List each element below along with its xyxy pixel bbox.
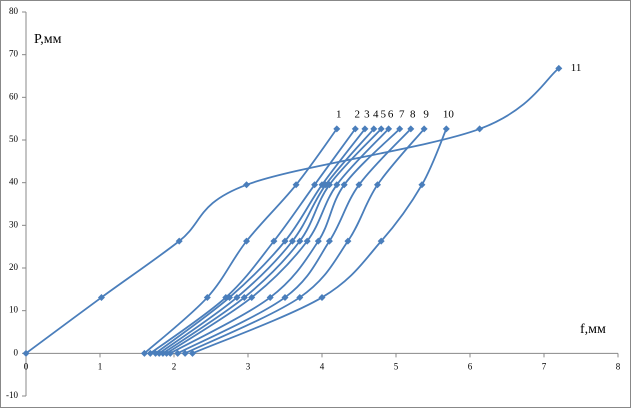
point-marker (175, 237, 183, 245)
point-marker (140, 349, 148, 357)
point-marker (22, 349, 30, 357)
x-tick-label: 6 (468, 361, 473, 371)
point-marker (314, 237, 322, 245)
point-marker (420, 125, 428, 133)
x-tick-label: 1 (98, 361, 103, 371)
point-marker (555, 64, 563, 72)
point-marker (146, 349, 154, 357)
x-tick-label: 8 (616, 361, 621, 371)
point-marker (340, 181, 348, 189)
point-marker (377, 237, 385, 245)
point-marker (318, 293, 326, 301)
point-marker (418, 181, 426, 189)
x-tick-label: 0 (24, 361, 29, 371)
series-label: 11 (571, 62, 582, 74)
x-tick-label: 5 (394, 361, 399, 371)
series-label: 2 (355, 108, 361, 120)
y-tick-label: 40 (9, 177, 19, 187)
point-marker (407, 125, 415, 133)
point-marker (333, 181, 341, 189)
point-marker (355, 181, 363, 189)
point-marker (303, 237, 311, 245)
point-marker (270, 237, 278, 245)
point-marker (97, 293, 105, 301)
series-label: 5 (380, 108, 386, 120)
x-axis-title: f,мм (580, 322, 606, 337)
point-marker (385, 125, 393, 133)
point-marker (240, 293, 248, 301)
point-marker (361, 125, 369, 133)
point-marker (296, 293, 304, 301)
point-marker (311, 181, 319, 189)
series-label: 1 (336, 108, 342, 120)
point-marker (166, 349, 174, 357)
x-tick-label: 2 (172, 361, 177, 371)
point-marker (243, 181, 251, 189)
y-tick-label: 70 (9, 49, 19, 59)
point-marker (281, 237, 289, 245)
point-marker (226, 293, 233, 301)
y-tick-label: 30 (9, 219, 19, 229)
point-marker (159, 349, 167, 357)
point-marker (344, 237, 352, 245)
series-line (184, 128, 425, 355)
series-line (177, 128, 412, 355)
x-tick-label: 7 (542, 361, 547, 371)
point-marker (174, 349, 182, 357)
series-label: 6 (388, 108, 394, 120)
point-marker (325, 181, 333, 189)
point-marker (333, 125, 341, 133)
point-marker (296, 237, 304, 245)
point-marker (152, 349, 159, 357)
point-marker (374, 181, 381, 189)
point-marker (203, 293, 211, 301)
y-tick-label: 10 (9, 305, 19, 315)
point-marker (325, 237, 333, 245)
point-marker (243, 237, 251, 245)
point-marker (233, 293, 241, 301)
y-tick-label: 20 (9, 262, 19, 272)
point-marker (377, 125, 385, 133)
point-marker (442, 125, 450, 133)
series-label: 9 (423, 108, 429, 120)
series-label: 10 (443, 108, 455, 120)
point-marker (281, 293, 289, 301)
point-marker (292, 181, 300, 189)
series-line (192, 128, 448, 355)
y-tick-label: 0 (14, 347, 19, 357)
point-marker (370, 125, 378, 133)
x-tick-label: 3 (246, 361, 251, 371)
y-tick-label: -10 (6, 390, 18, 400)
point-marker (476, 125, 484, 133)
series-label: 8 (410, 108, 416, 120)
y-axis-title: P,мм (34, 32, 62, 47)
y-tick-label: 50 (9, 134, 19, 144)
point-marker (351, 125, 359, 133)
point-marker (266, 293, 274, 301)
point-marker (155, 349, 163, 357)
point-marker (248, 293, 256, 301)
series-label: 4 (373, 108, 379, 120)
x-tick-label: 4 (320, 361, 325, 371)
point-marker (163, 349, 171, 357)
point-marker (396, 125, 404, 133)
y-tick-label: 60 (9, 91, 19, 101)
series-label: 7 (399, 108, 405, 120)
point-marker (189, 349, 196, 357)
point-marker (181, 349, 189, 357)
y-tick-label: 80 (9, 6, 19, 16)
series-label: 3 (364, 108, 370, 120)
point-marker (288, 237, 296, 245)
